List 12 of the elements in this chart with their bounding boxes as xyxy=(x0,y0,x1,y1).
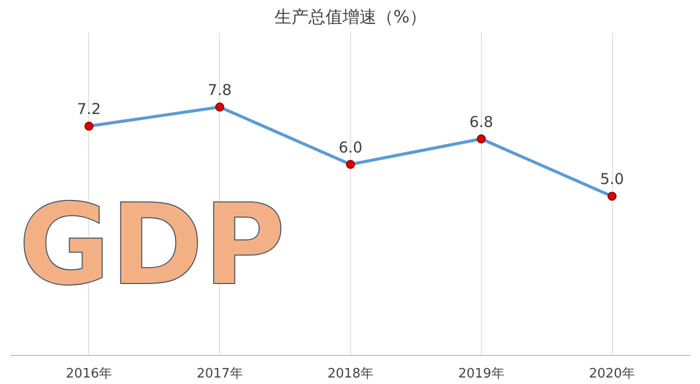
x-tick-label: 2019年 xyxy=(458,366,504,382)
chart-title: 生产总值增速（%） xyxy=(274,8,427,28)
annotation: GDP xyxy=(18,180,286,310)
data-label: 7.8 xyxy=(208,81,232,100)
data-label: 6.0 xyxy=(338,138,362,156)
x-tick-label: 2016年 xyxy=(66,366,112,382)
x-tick-label: 2020年 xyxy=(588,366,636,382)
x-tick-label: 2018年 xyxy=(327,366,374,382)
data-label: 6.8 xyxy=(469,112,494,131)
data-label: 5.0 xyxy=(600,170,624,188)
x-tick-label: 2017年 xyxy=(196,366,243,382)
data-label: 7.2 xyxy=(77,100,101,118)
